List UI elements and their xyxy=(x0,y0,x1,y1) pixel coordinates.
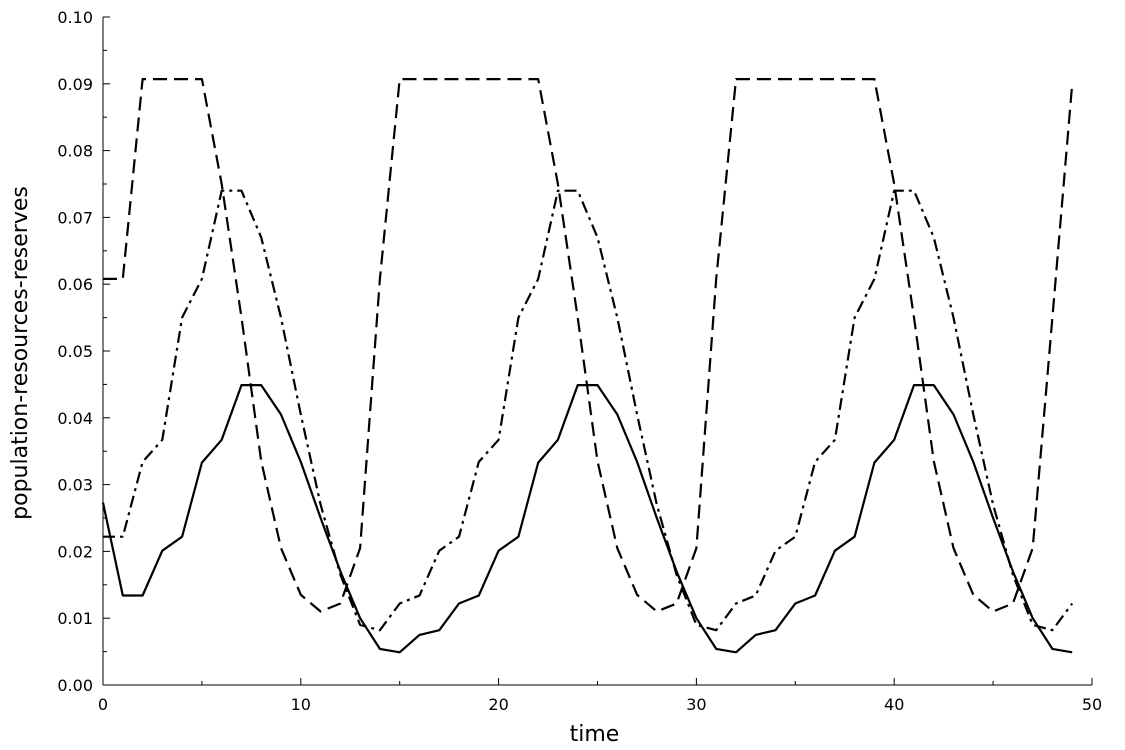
x-tick-label: 20 xyxy=(488,695,508,714)
y-tick-label: 0.04 xyxy=(57,409,93,428)
y-tick-label: 0.09 xyxy=(57,75,93,94)
y-tick-label: 0.08 xyxy=(57,142,93,161)
y-tick-label: 0.06 xyxy=(57,275,93,294)
y-tick-label: 0.03 xyxy=(57,476,93,495)
y-tick-label: 0.07 xyxy=(57,208,93,227)
x-tick-label: 50 xyxy=(1082,695,1102,714)
x-tick-label: 40 xyxy=(884,695,904,714)
x-axis-label: time xyxy=(570,722,620,747)
x-tick-label: 10 xyxy=(291,695,311,714)
y-tick-label: 0.00 xyxy=(57,676,93,695)
plot-area: 0.00 0.01 0.02 0.03 0.04 0.05 0.06 0.07 0.08 0.09… xyxy=(57,8,1102,714)
series-line-dash-dot xyxy=(103,189,1074,632)
x-tick-label: 0 xyxy=(98,695,108,714)
y-axis-label: population-resources-reserves xyxy=(8,186,33,520)
y-tick-label: 0.01 xyxy=(57,609,93,628)
series-line-solid xyxy=(101,384,1073,654)
y-tick-label: 0.05 xyxy=(57,342,93,361)
y-tick-label: 0.02 xyxy=(57,542,93,561)
x-tick-label: 30 xyxy=(686,695,706,714)
series-line-dashed xyxy=(103,77,1074,613)
y-tick-label: 0.10 xyxy=(57,8,93,27)
